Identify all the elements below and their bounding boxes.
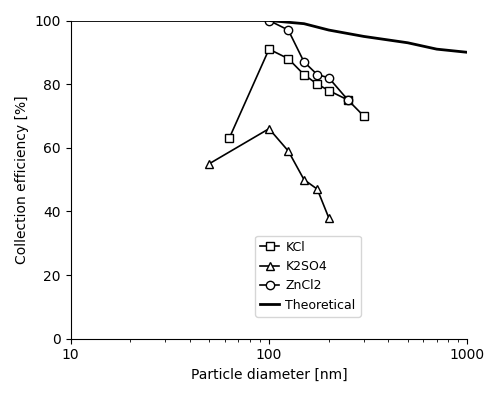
K2SO4 — [326, 216, 332, 220]
Theoretical — [68, 18, 73, 23]
K2SO4 — [301, 177, 307, 182]
KCl — [314, 82, 320, 87]
ZnCl2 — [301, 60, 307, 64]
K2SO4 — [314, 187, 320, 191]
KCl — [301, 72, 307, 77]
Theoretical — [206, 18, 212, 23]
ZnCl2 — [286, 28, 292, 33]
Legend: KCl, K2SO4, ZnCl2, Theoretical: KCl, K2SO4, ZnCl2, Theoretical — [256, 236, 360, 316]
Line: K2SO4: K2SO4 — [205, 125, 333, 222]
X-axis label: Particle diameter [nm]: Particle diameter [nm] — [190, 368, 348, 382]
K2SO4 — [206, 161, 212, 166]
KCl — [360, 114, 366, 118]
KCl — [326, 88, 332, 93]
Theoretical — [404, 40, 410, 45]
K2SO4 — [266, 126, 272, 131]
Theoretical — [128, 18, 134, 23]
Theoretical — [162, 18, 168, 23]
ZnCl2 — [266, 18, 272, 23]
Theoretical — [236, 18, 242, 23]
ZnCl2 — [314, 72, 320, 77]
Line: KCl: KCl — [225, 45, 368, 143]
Y-axis label: Collection efficiency [%]: Collection efficiency [%] — [15, 95, 29, 264]
Theoretical — [266, 18, 272, 23]
Theoretical — [434, 47, 440, 52]
Line: Theoretical: Theoretical — [70, 21, 468, 52]
KCl — [266, 47, 272, 52]
KCl — [345, 98, 351, 102]
ZnCl2 — [326, 75, 332, 80]
K2SO4 — [286, 148, 292, 153]
Theoretical — [301, 21, 307, 26]
KCl — [286, 56, 292, 61]
Theoretical — [360, 34, 366, 39]
Line: ZnCl2: ZnCl2 — [265, 16, 352, 104]
KCl — [226, 136, 232, 141]
Theoretical — [326, 28, 332, 33]
Theoretical — [464, 50, 470, 55]
ZnCl2 — [345, 98, 351, 102]
